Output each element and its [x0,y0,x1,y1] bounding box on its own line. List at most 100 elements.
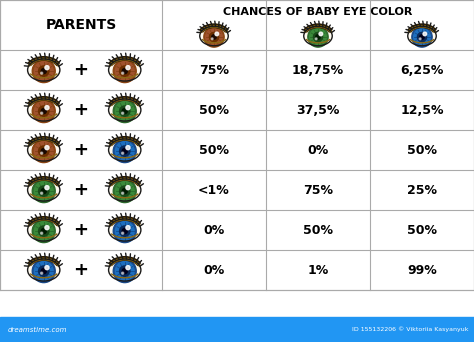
Bar [0,317,474,342]
Circle shape [41,232,43,234]
Circle shape [210,32,219,41]
Circle shape [126,186,130,190]
Circle shape [41,228,46,234]
Circle shape [122,228,127,234]
Ellipse shape [27,59,60,81]
Circle shape [126,106,130,110]
Circle shape [206,29,222,45]
Text: 6,25%: 6,25% [401,64,444,77]
Circle shape [122,272,124,274]
Text: 75%: 75% [199,64,229,77]
Text: 50%: 50% [199,104,229,117]
Circle shape [215,32,219,36]
Circle shape [32,60,55,83]
Circle shape [211,38,213,40]
Circle shape [319,32,323,36]
Circle shape [45,226,49,230]
Circle shape [34,182,53,200]
Circle shape [32,220,55,242]
Circle shape [32,140,55,162]
Circle shape [126,226,130,230]
Circle shape [412,27,432,47]
Circle shape [41,192,43,194]
Circle shape [122,188,127,194]
Circle shape [204,27,224,47]
Ellipse shape [408,26,436,46]
Circle shape [34,102,53,120]
Circle shape [126,66,130,70]
Circle shape [122,152,124,154]
Circle shape [212,35,216,39]
Circle shape [41,152,43,154]
Circle shape [34,222,53,240]
Circle shape [420,35,424,39]
Text: +: + [73,101,89,119]
Circle shape [122,232,124,234]
Ellipse shape [27,259,60,281]
Circle shape [32,100,55,122]
Text: +: + [73,61,89,79]
Text: 18,75%: 18,75% [292,64,344,77]
Ellipse shape [109,259,141,281]
Circle shape [41,69,46,74]
Circle shape [122,112,124,114]
Text: 75%: 75% [303,184,333,197]
Text: 0%: 0% [203,263,225,276]
Text: 50%: 50% [303,224,333,237]
Circle shape [126,266,130,270]
Ellipse shape [109,179,141,201]
Text: 0%: 0% [307,144,328,157]
Circle shape [418,32,427,41]
Text: +: + [73,221,89,239]
Text: PARENTS: PARENTS [46,18,117,32]
Circle shape [119,226,130,236]
Circle shape [38,226,49,236]
Ellipse shape [27,139,60,161]
Bar [0,0,474,290]
Circle shape [38,146,49,156]
Circle shape [41,72,43,74]
Circle shape [41,148,46,154]
Ellipse shape [200,26,228,46]
Circle shape [119,266,130,276]
Ellipse shape [109,219,141,241]
Circle shape [45,106,49,110]
Text: <1%: <1% [198,184,230,197]
Circle shape [34,262,53,280]
Text: 50%: 50% [407,224,437,237]
Circle shape [34,62,53,80]
Circle shape [423,32,427,36]
Text: 12,5%: 12,5% [400,104,444,117]
Circle shape [38,106,49,116]
Ellipse shape [27,179,60,201]
Circle shape [119,66,130,76]
Text: +: + [73,141,89,159]
Ellipse shape [27,99,60,121]
Circle shape [414,29,430,45]
Circle shape [308,27,328,47]
Text: 99%: 99% [407,263,437,276]
Circle shape [115,262,134,280]
Text: 50%: 50% [407,144,437,157]
Ellipse shape [109,139,141,161]
Text: ID 155132206 © Viktoriia Kasyanyuk: ID 155132206 © Viktoriia Kasyanyuk [353,327,469,332]
Circle shape [113,140,136,162]
Circle shape [122,108,127,114]
Circle shape [122,72,124,74]
Circle shape [122,69,127,74]
Circle shape [41,272,43,274]
Circle shape [41,108,46,114]
Circle shape [32,260,55,282]
Circle shape [45,146,49,150]
Ellipse shape [109,99,141,121]
Circle shape [419,38,421,40]
Circle shape [115,222,134,240]
Circle shape [113,180,136,202]
Circle shape [113,260,136,282]
Circle shape [119,106,130,116]
Ellipse shape [304,26,332,46]
Circle shape [38,66,49,76]
Circle shape [126,146,130,150]
Circle shape [32,180,55,202]
Circle shape [122,268,127,274]
